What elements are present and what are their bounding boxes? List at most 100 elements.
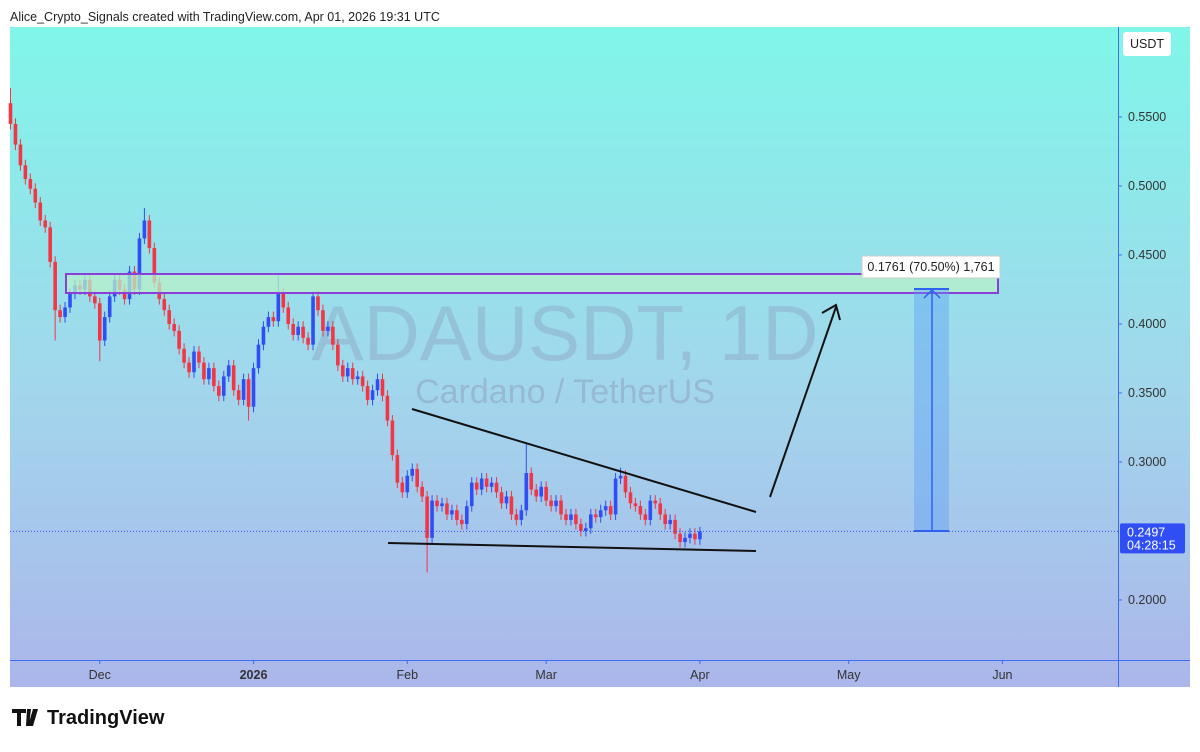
y-tick-label: 0.4000 — [1128, 317, 1166, 331]
candle-body — [38, 202, 43, 221]
countdown: 04:28:15 — [1127, 538, 1176, 552]
candle-body — [276, 293, 281, 322]
candle-body — [663, 514, 667, 525]
trendline-lower — [387, 542, 757, 552]
candle-body — [340, 365, 345, 377]
candle-body — [564, 514, 568, 520]
candle-body — [643, 514, 648, 520]
plot — [8, 87, 1118, 573]
candle-body — [688, 533, 692, 538]
candle-body — [251, 368, 256, 407]
measure-label: 0.1761 (70.50%) 1,761 — [867, 260, 994, 274]
candle-body — [107, 296, 112, 318]
candle-body — [172, 323, 176, 331]
candle-body — [450, 510, 454, 515]
candle-body — [425, 496, 429, 538]
candle-body — [598, 510, 603, 518]
candle-body — [365, 386, 370, 400]
candle-body — [321, 310, 325, 331]
candle-body — [256, 344, 261, 369]
candle-body — [504, 496, 509, 504]
x-tick-label: 2026 — [240, 668, 268, 682]
candle-body — [266, 317, 271, 327]
y-tick-label: 0.3000 — [1128, 455, 1166, 469]
candle-body — [613, 478, 618, 515]
candle-body — [668, 519, 672, 525]
y-tick-label: 0.2000 — [1128, 593, 1166, 607]
candle-body — [698, 531, 702, 540]
candle-body — [167, 310, 172, 324]
y-tick-label: 0.4500 — [1128, 248, 1166, 262]
x-tick-label: Jun — [992, 668, 1012, 682]
candle-body — [296, 326, 300, 336]
candle-body — [445, 503, 449, 515]
candle-body — [326, 326, 330, 331]
candle-body — [68, 293, 72, 308]
candle-body — [162, 299, 167, 311]
candle-body — [221, 376, 226, 396]
candle-body — [658, 503, 663, 515]
candle-body — [464, 506, 469, 525]
candle-body — [137, 238, 142, 290]
candle-body — [455, 510, 459, 520]
currency: USDT — [1130, 37, 1164, 51]
candle-body — [603, 506, 608, 511]
candle-body — [18, 144, 23, 166]
x-tick-label: Mar — [535, 668, 557, 682]
candle-body — [579, 524, 583, 531]
x-tick-label: Dec — [89, 668, 111, 682]
axes: 0.2000 0.3000 0.3500 0.4000 0.4500 0.5000 0.55… — [89, 110, 1185, 682]
candle-body — [122, 289, 127, 300]
candle-body — [97, 303, 102, 341]
x-tick-label: Apr — [690, 668, 709, 682]
candle-body — [638, 506, 643, 515]
candle-body — [494, 482, 499, 493]
candle-body — [380, 379, 385, 396]
candle-body — [544, 486, 548, 501]
candle-body — [593, 514, 598, 518]
symbol-watermark: ADAUSDT, 1D — [311, 289, 818, 377]
candle-body — [509, 496, 514, 515]
candle-body — [43, 220, 48, 228]
candle-body — [192, 351, 196, 373]
candle-body — [306, 337, 310, 345]
candle-body — [559, 500, 563, 515]
candle-body — [316, 296, 320, 311]
candle-body — [8, 103, 13, 124]
description-watermark: Cardano / TetherUS — [415, 373, 715, 411]
candle-body — [370, 390, 375, 400]
candle-body — [678, 533, 682, 543]
candle-body — [653, 500, 658, 504]
candle-body — [390, 420, 395, 456]
candle-body — [549, 500, 553, 507]
candle-body — [648, 500, 653, 520]
candle-body — [469, 482, 474, 507]
candle-body — [152, 248, 157, 283]
candle-body — [554, 500, 558, 507]
candle-body — [360, 376, 365, 387]
candle-body — [271, 317, 276, 322]
candle-body — [529, 473, 534, 490]
candle-body — [246, 379, 251, 407]
candle-body — [524, 473, 529, 511]
candle-body — [400, 482, 405, 493]
candle-body — [13, 123, 18, 145]
chart-background — [10, 27, 1190, 687]
candle-body — [474, 482, 479, 490]
candle-body — [350, 368, 355, 380]
last-price-label: 0.2497 — [1127, 525, 1165, 539]
measure-label-box — [861, 255, 1001, 279]
candle-body — [207, 368, 211, 380]
candle-body — [484, 478, 489, 487]
drawings: 0.1761 (70.50%) 1,761 — [65, 255, 1001, 552]
x-tick-label: May — [837, 668, 861, 682]
candle-body — [588, 514, 593, 529]
candle-body — [683, 537, 687, 543]
candle-body — [197, 351, 201, 363]
candle-body — [142, 220, 147, 239]
candle-body — [53, 261, 57, 311]
candle-body — [608, 506, 613, 515]
candle-body — [534, 489, 539, 497]
